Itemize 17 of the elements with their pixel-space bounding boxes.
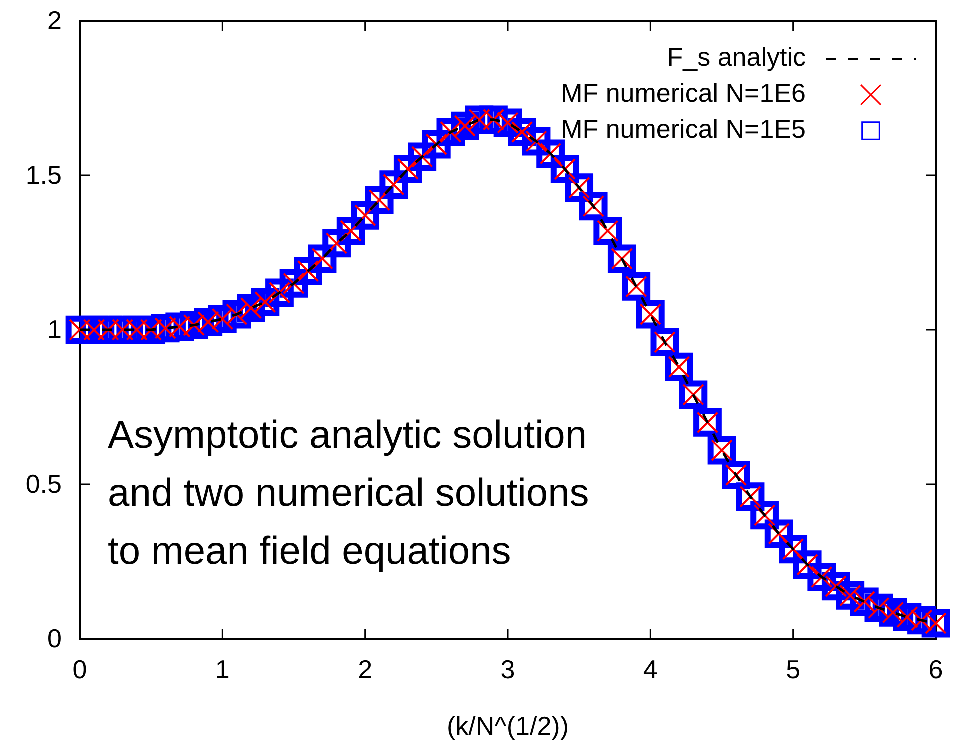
x-tick-label: 2 (358, 654, 373, 684)
legend-label: MF numerical N=1E6 (561, 78, 806, 108)
annotation: Asymptotic analytic solution and two numerical solutions to mean field equations (108, 414, 590, 573)
y-tick-label: 2 (48, 5, 62, 36)
x-tick-label: 5 (786, 654, 801, 684)
legend-label: F_s analytic (667, 42, 806, 72)
x-tick-label: 6 (928, 654, 944, 684)
y-tick-label: 1 (48, 314, 62, 344)
y-tick-label: 0 (48, 623, 62, 654)
x-axis-title: (k/N^(1/2)) (447, 711, 569, 741)
x-tick-label: 3 (500, 654, 516, 684)
x-tick-label: 4 (643, 654, 658, 684)
x-tick-label: 0 (72, 654, 88, 684)
y-tick-label: 0.5 (26, 468, 62, 499)
x-tick-label: 1 (215, 654, 230, 684)
legend-label: MF numerical N=1E5 (561, 114, 806, 144)
y-tick-label: 1.5 (26, 160, 62, 190)
